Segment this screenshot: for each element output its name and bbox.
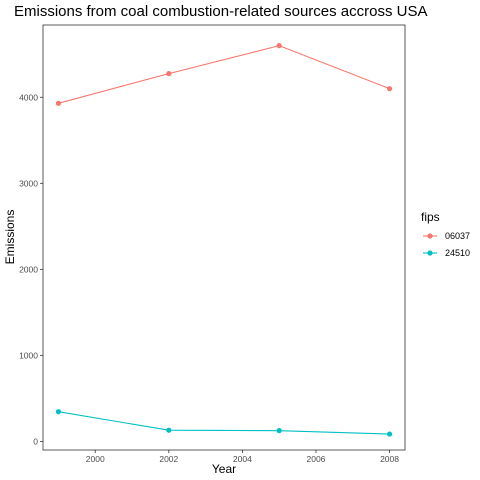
legend-label: 24510 bbox=[445, 248, 470, 258]
legend-key-point bbox=[427, 233, 433, 239]
legend: fips 06037 24510 bbox=[421, 210, 470, 258]
series-layer bbox=[55, 43, 393, 437]
legend-key-point bbox=[427, 250, 433, 256]
y-tick-label: 0 bbox=[33, 436, 38, 446]
data-point-06037 bbox=[276, 43, 282, 49]
legend-label: 06037 bbox=[445, 231, 470, 241]
plot-panel bbox=[42, 24, 406, 451]
y-axis-title: Emissions bbox=[3, 210, 17, 265]
y-tick-label: 3000 bbox=[19, 178, 38, 188]
x-axis-ticks: 2000 2002 2004 2006 2008 bbox=[86, 450, 399, 464]
data-point-24510 bbox=[55, 409, 62, 415]
data-point-06037 bbox=[55, 100, 62, 106]
x-tick-label: 2000 bbox=[86, 454, 105, 464]
data-point-24510 bbox=[166, 427, 172, 433]
y-axis-ticks: 0 1000 2000 3000 4000 bbox=[19, 92, 43, 446]
data-point-06037 bbox=[386, 86, 393, 92]
x-tick-label: 2006 bbox=[307, 454, 326, 464]
x-axis-title: Year bbox=[212, 462, 236, 476]
series-line-06037 bbox=[58, 45, 390, 104]
y-tick-label: 1000 bbox=[19, 350, 38, 360]
y-tick-label: 4000 bbox=[19, 92, 38, 102]
chart-title: Emissions from coal combustion-related s… bbox=[14, 3, 427, 20]
legend-title: fips bbox=[421, 210, 440, 224]
series-line-24510 bbox=[58, 411, 390, 435]
x-tick-label: 2008 bbox=[380, 454, 399, 464]
data-point-06037 bbox=[166, 71, 172, 77]
data-point-24510 bbox=[276, 428, 282, 434]
x-tick-label: 2002 bbox=[159, 454, 178, 464]
y-tick-label: 2000 bbox=[19, 264, 38, 274]
x-tick-label: 2004 bbox=[233, 454, 252, 464]
data-point-24510 bbox=[386, 431, 393, 437]
